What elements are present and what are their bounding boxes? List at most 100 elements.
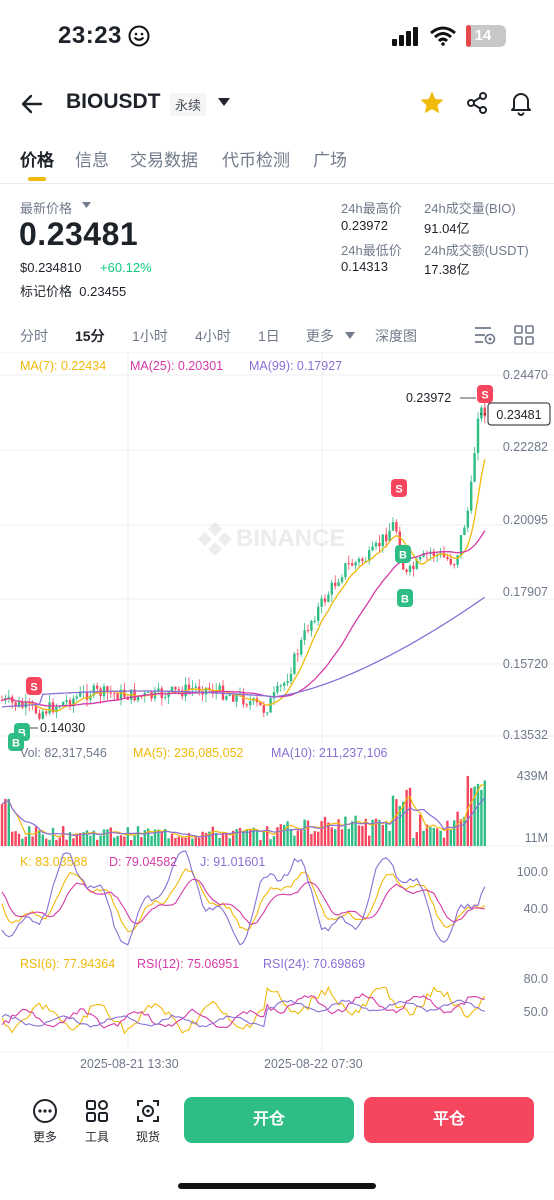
volume-bar — [204, 832, 208, 846]
volume-bar — [147, 828, 150, 846]
volume-bar — [55, 839, 58, 846]
chart-canvas[interactable]: BINANCE MA(7): 0.22434 MA(25): 0.20301 M… — [0, 352, 554, 1078]
candle-body — [21, 701, 24, 708]
caret-down-icon[interactable] — [345, 332, 355, 339]
tools-button[interactable]: 工具 — [77, 1098, 117, 1145]
volume-bar — [283, 824, 286, 846]
buy-marker-text: B — [401, 594, 409, 606]
tab-square[interactable]: 广场 — [313, 151, 347, 170]
candle-body — [303, 630, 306, 640]
tab-price[interactable]: 价格 — [20, 151, 54, 170]
candle-body — [405, 569, 408, 572]
volume-bar — [11, 831, 14, 846]
volume-bar — [72, 838, 75, 846]
volume-bar — [116, 835, 119, 846]
volume-bar — [432, 827, 435, 846]
candle-body — [232, 694, 235, 702]
candle-body — [320, 598, 323, 607]
tools-grid-icon — [86, 1100, 108, 1122]
candle-body — [245, 704, 248, 706]
candle-body — [449, 558, 452, 565]
volume-bar — [480, 789, 483, 846]
volume-bar — [215, 832, 218, 846]
volume-bar — [385, 823, 388, 846]
volume-bar — [130, 839, 133, 846]
mark-price: 标记价格 0.23455 — [20, 281, 126, 300]
caret-down-icon[interactable] — [217, 97, 231, 107]
volume-bar — [45, 838, 48, 846]
close-position-button[interactable]: 平仓 — [364, 1097, 534, 1143]
volume-bar — [344, 816, 347, 846]
tab-info[interactable]: 信息 — [75, 151, 109, 170]
battery-icon: 14 — [466, 25, 506, 47]
price-summary: 最新价格 0.23481 $0.234810 +60.12% 标记价格 0.23… — [0, 190, 554, 310]
interval-15m[interactable]: 15分 — [75, 328, 105, 344]
tab-token-check[interactable]: 代币检测 — [222, 151, 290, 170]
candle-body — [351, 563, 354, 566]
rsi-lines — [1, 985, 486, 1035]
candle-body — [368, 550, 371, 561]
volume-base-label: 24h成交量(BIO) — [424, 201, 516, 216]
interval-depth[interactable]: 深度图 — [375, 328, 417, 344]
candle-body — [92, 685, 95, 696]
volume-bar — [123, 836, 126, 846]
share-icon[interactable] — [465, 91, 489, 115]
volume-bar — [184, 837, 187, 846]
layout-grid-icon[interactable] — [514, 325, 534, 345]
indicator-settings-icon[interactable] — [474, 325, 496, 345]
battery-fill — [466, 25, 471, 47]
candle-body — [157, 688, 160, 691]
candle-body — [385, 534, 388, 542]
kdj-tick: 40.0 — [524, 902, 548, 916]
buy-marker[interactable]: B — [395, 545, 411, 563]
volume-bar — [211, 826, 214, 846]
volume-bar — [62, 826, 65, 846]
buy-marker[interactable]: B — [8, 733, 24, 751]
back-arrow-icon[interactable] — [20, 92, 44, 116]
candle-body — [177, 689, 180, 691]
interval-1d[interactable]: 1日 — [258, 328, 280, 344]
interval-1h[interactable]: 1小时 — [132, 328, 168, 344]
more-tool-button[interactable]: 更多 — [25, 1098, 65, 1145]
volume-bar — [0, 804, 4, 846]
tab-trading-data[interactable]: 交易数据 — [130, 151, 198, 170]
candle-body — [310, 620, 313, 631]
sell-marker[interactable]: S — [477, 385, 493, 403]
buy-marker[interactable]: B — [397, 589, 413, 607]
candle-body — [133, 689, 136, 701]
low-24h-value: 0.14313 — [341, 259, 388, 274]
last-price-label[interactable]: 最新价格 — [20, 201, 73, 216]
interval-more[interactable]: 更多 — [306, 328, 334, 344]
volume-bar — [364, 818, 367, 846]
sell-marker[interactable]: S — [26, 677, 42, 695]
symbol-title[interactable]: BIOUSDT — [66, 90, 161, 113]
candle-body — [300, 639, 303, 655]
mark-price-value: 0.23455 — [79, 284, 127, 299]
time-tick: 2025-08-22 07:30 — [264, 1057, 363, 1071]
candle-body — [371, 546, 374, 551]
spot-button[interactable]: 现货 — [128, 1098, 168, 1145]
sell-marker[interactable]: S — [391, 479, 407, 497]
candle-body — [364, 560, 367, 562]
header: BIOUSDT 永续 — [0, 80, 554, 128]
candle-body — [361, 558, 364, 562]
interval-timeshare[interactable]: 分时 — [20, 328, 48, 344]
volume-bar — [21, 838, 24, 846]
open-position-button[interactable]: 开仓 — [184, 1097, 354, 1143]
volume-bar — [279, 824, 282, 846]
change-percent: +60.12% — [100, 260, 152, 275]
kline-chart[interactable]: BINANCE MA(7): 0.22434 MA(25): 0.20301 M… — [0, 352, 554, 1078]
caret-down-icon[interactable] — [82, 202, 91, 208]
kdj-j-label: J: 91.01601 — [200, 855, 265, 869]
chart-grid — [0, 352, 554, 1053]
volume-bar — [419, 814, 422, 846]
bell-icon[interactable] — [509, 90, 533, 116]
favorite-star-icon[interactable] — [419, 90, 445, 116]
interval-4h[interactable]: 4小时 — [195, 328, 231, 344]
volume-bar — [395, 799, 398, 846]
volume-bar — [4, 798, 7, 846]
ma7-label: MA(7): 0.22434 — [20, 359, 106, 373]
candle-body — [262, 705, 265, 713]
volume-bar — [82, 832, 85, 846]
volume-bar — [334, 829, 337, 846]
